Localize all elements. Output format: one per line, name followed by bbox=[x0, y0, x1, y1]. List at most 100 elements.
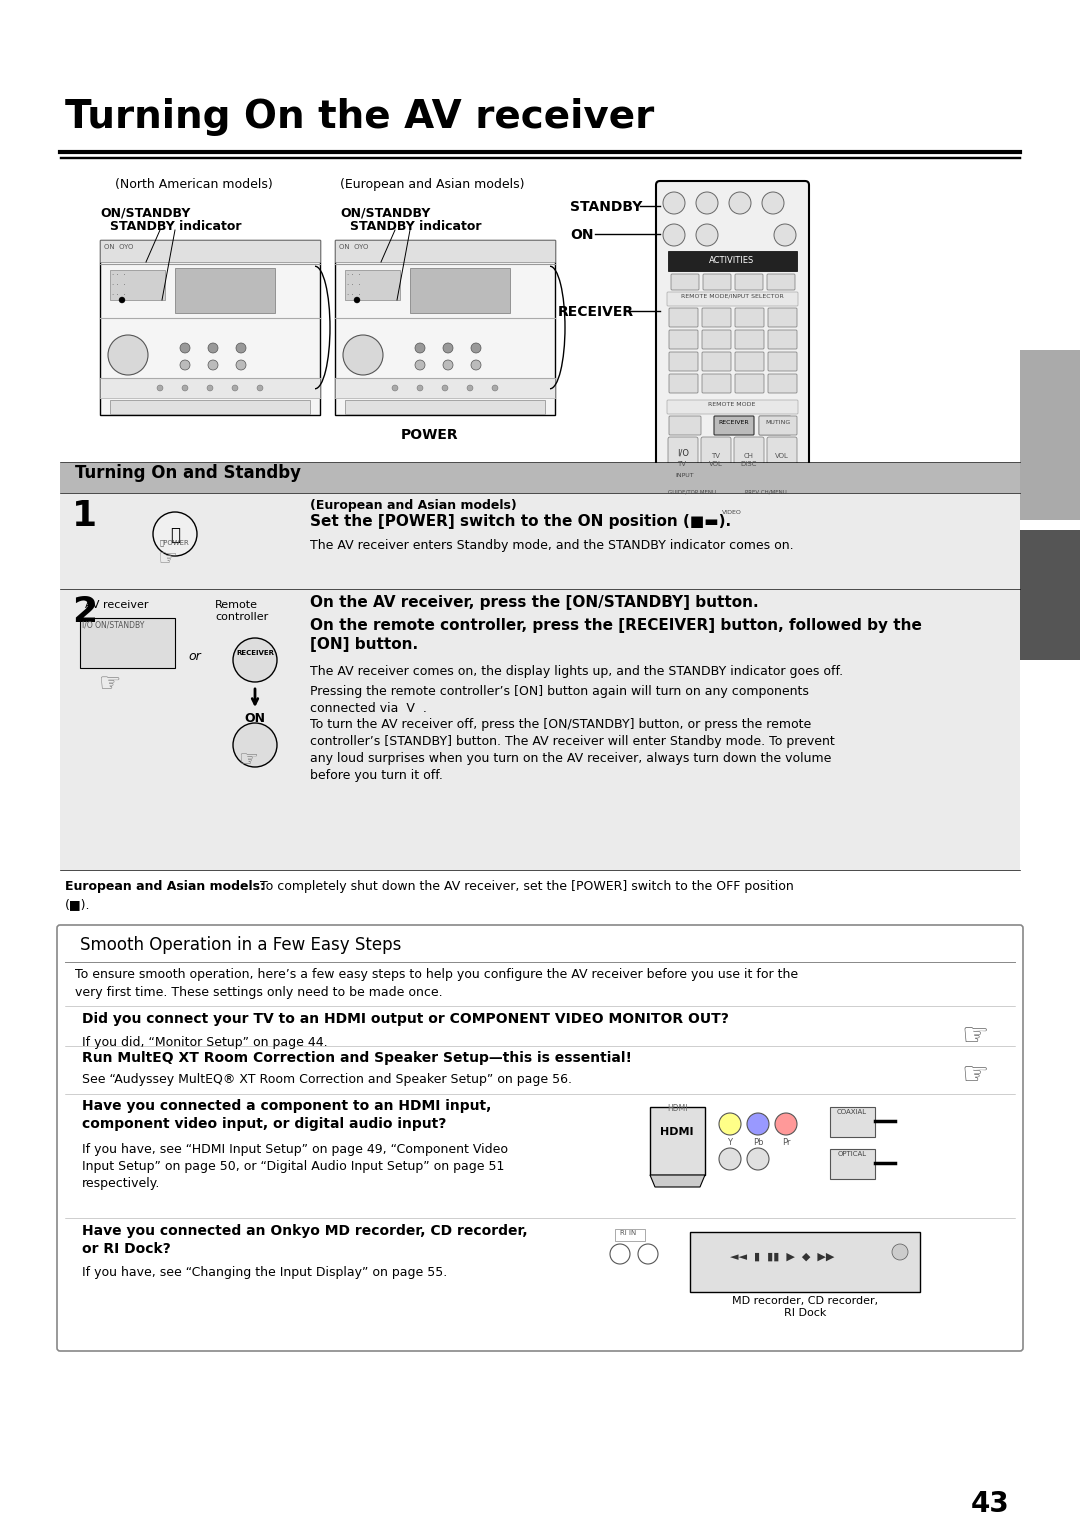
Text: HDMI: HDMI bbox=[666, 1105, 687, 1112]
Bar bbox=[650, 1106, 705, 1175]
Bar bbox=[669, 251, 797, 270]
Text: ACTIVITIES: ACTIVITIES bbox=[710, 257, 755, 264]
Circle shape bbox=[207, 385, 213, 391]
Text: · ·  ·: · · · bbox=[347, 283, 361, 287]
Text: (European and Asian models): (European and Asian models) bbox=[310, 500, 516, 512]
FancyBboxPatch shape bbox=[667, 292, 798, 306]
Text: REMOTE MODE/INPUT SELECTOR: REMOTE MODE/INPUT SELECTOR bbox=[680, 293, 783, 299]
Text: AV receiver: AV receiver bbox=[85, 601, 149, 610]
Circle shape bbox=[762, 193, 784, 214]
FancyBboxPatch shape bbox=[669, 351, 698, 371]
Circle shape bbox=[180, 361, 190, 370]
Text: CH
DISC: CH DISC bbox=[741, 452, 757, 466]
Text: POWER: POWER bbox=[401, 428, 459, 442]
Circle shape bbox=[233, 639, 276, 681]
Circle shape bbox=[775, 1112, 797, 1135]
Circle shape bbox=[747, 1112, 769, 1135]
Circle shape bbox=[208, 361, 218, 370]
Text: COAXIAL: COAXIAL bbox=[837, 1109, 867, 1115]
FancyBboxPatch shape bbox=[100, 240, 320, 416]
Text: OPTICAL: OPTICAL bbox=[837, 1151, 866, 1157]
Circle shape bbox=[119, 296, 125, 303]
Text: (■).: (■). bbox=[65, 898, 91, 911]
Text: ON: ON bbox=[570, 228, 594, 241]
Circle shape bbox=[471, 342, 481, 353]
FancyBboxPatch shape bbox=[734, 437, 764, 469]
FancyBboxPatch shape bbox=[735, 330, 764, 348]
FancyBboxPatch shape bbox=[669, 471, 701, 486]
FancyBboxPatch shape bbox=[667, 400, 798, 414]
FancyBboxPatch shape bbox=[735, 351, 764, 371]
Circle shape bbox=[696, 193, 718, 214]
FancyBboxPatch shape bbox=[702, 309, 731, 327]
Circle shape bbox=[442, 385, 448, 391]
Text: I/O ON/STANDBY: I/O ON/STANDBY bbox=[82, 620, 145, 630]
Circle shape bbox=[157, 385, 163, 391]
FancyBboxPatch shape bbox=[735, 274, 762, 290]
FancyBboxPatch shape bbox=[759, 416, 791, 435]
Text: On the remote controller, press the [RECEIVER] button, followed by the
[ON] butt: On the remote controller, press the [REC… bbox=[310, 617, 922, 652]
Text: INPUT: INPUT bbox=[676, 474, 694, 478]
FancyBboxPatch shape bbox=[57, 924, 1023, 1351]
Circle shape bbox=[180, 342, 190, 353]
FancyBboxPatch shape bbox=[768, 351, 797, 371]
Circle shape bbox=[729, 193, 751, 214]
Text: · ·  ·: · · · bbox=[112, 283, 125, 287]
Circle shape bbox=[467, 385, 473, 391]
Bar bbox=[60, 590, 1020, 869]
Circle shape bbox=[696, 225, 718, 246]
FancyBboxPatch shape bbox=[669, 437, 698, 469]
FancyBboxPatch shape bbox=[768, 374, 797, 393]
FancyBboxPatch shape bbox=[671, 274, 699, 290]
Polygon shape bbox=[650, 1175, 705, 1187]
FancyBboxPatch shape bbox=[714, 416, 754, 435]
FancyBboxPatch shape bbox=[701, 437, 731, 469]
Bar bbox=[1020, 530, 1080, 660]
Text: ON  OYO: ON OYO bbox=[339, 244, 368, 251]
Text: Did you connect your TV to an HDMI output or COMPONENT VIDEO MONITOR OUT?: Did you connect your TV to an HDMI outpu… bbox=[82, 1012, 729, 1025]
Circle shape bbox=[492, 385, 498, 391]
Circle shape bbox=[237, 361, 246, 370]
FancyBboxPatch shape bbox=[735, 309, 764, 327]
FancyBboxPatch shape bbox=[702, 374, 731, 393]
Text: or: or bbox=[189, 649, 201, 663]
Circle shape bbox=[663, 225, 685, 246]
FancyBboxPatch shape bbox=[669, 309, 698, 327]
Text: RECEIVER: RECEIVER bbox=[718, 420, 750, 425]
Bar bbox=[110, 400, 310, 414]
Text: Pb: Pb bbox=[753, 1138, 764, 1148]
FancyBboxPatch shape bbox=[702, 351, 731, 371]
Circle shape bbox=[257, 385, 264, 391]
Text: ON/STANDBY: ON/STANDBY bbox=[340, 206, 430, 219]
Circle shape bbox=[664, 497, 692, 524]
Circle shape bbox=[719, 1112, 741, 1135]
FancyBboxPatch shape bbox=[669, 330, 698, 348]
Circle shape bbox=[237, 342, 246, 353]
Text: VOL: VOL bbox=[775, 452, 788, 458]
Text: If you did, “Monitor Setup” on page 44.: If you did, “Monitor Setup” on page 44. bbox=[82, 1036, 327, 1050]
Text: To turn the AV receiver off, press the [ON/STANDBY] button, or press the remote
: To turn the AV receiver off, press the [… bbox=[310, 718, 835, 782]
Circle shape bbox=[443, 361, 453, 370]
Text: ⏻: ⏻ bbox=[170, 526, 180, 544]
Circle shape bbox=[774, 225, 796, 246]
Circle shape bbox=[208, 342, 218, 353]
Bar bbox=[690, 1232, 920, 1293]
Circle shape bbox=[773, 497, 801, 524]
Text: Have you connected a component to an HDMI input,
component video input, or digit: Have you connected a component to an HDM… bbox=[82, 1099, 491, 1131]
Circle shape bbox=[719, 1148, 741, 1170]
FancyBboxPatch shape bbox=[656, 180, 809, 484]
Text: Pr: Pr bbox=[782, 1138, 791, 1148]
Text: Have you connected an Onkyo MD recorder, CD recorder,
or RI Dock?: Have you connected an Onkyo MD recorder,… bbox=[82, 1224, 528, 1256]
Circle shape bbox=[232, 385, 238, 391]
Bar bbox=[345, 270, 400, 299]
Text: · ·  ·: · · · bbox=[347, 292, 361, 298]
Text: ☞: ☞ bbox=[238, 750, 258, 770]
Circle shape bbox=[343, 335, 383, 374]
Text: Turning On and Standby: Turning On and Standby bbox=[75, 465, 301, 481]
Circle shape bbox=[153, 512, 197, 556]
Text: 1: 1 bbox=[72, 500, 97, 533]
Text: ON/STANDBY: ON/STANDBY bbox=[100, 206, 190, 219]
Bar bbox=[345, 400, 545, 414]
Bar bbox=[831, 1149, 875, 1180]
Text: MUTING: MUTING bbox=[766, 420, 791, 425]
